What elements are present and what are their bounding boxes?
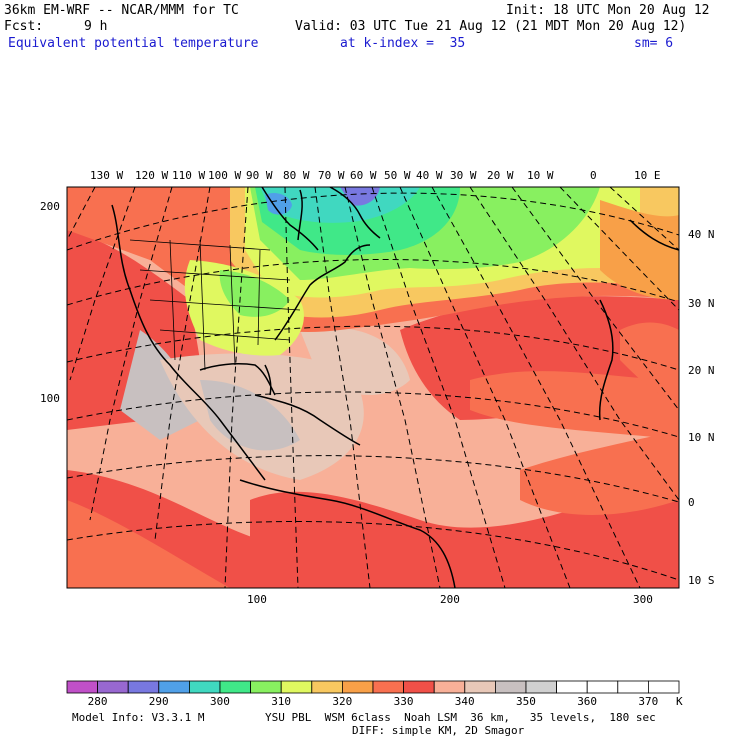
diffusion-info: DIFF: simple KM, 2D Smagor (352, 724, 525, 737)
longitude-label: 80 W (283, 169, 310, 182)
longitude-label: 10 E (634, 169, 661, 182)
x-grid-label-200: 200 (440, 593, 460, 606)
colorbar-swatch (403, 680, 435, 694)
longitude-label: 90 W (246, 169, 273, 182)
forecast-hour: 9 h (84, 19, 108, 34)
model-info: Model Info: V3.3.1 M (72, 711, 205, 724)
colorbar-label: 290 (148, 695, 169, 708)
field-name: Equivalent potential temperature (8, 36, 259, 51)
longitude-label: 70 W (318, 169, 345, 182)
physics-info: YSU PBL WSM 6class Noah LSM 36 km, 35 le… (265, 711, 656, 724)
state-borders (129, 239, 301, 371)
colorbar-label: 320 (332, 695, 353, 708)
longitude-label: 130 W (90, 169, 124, 182)
colorbar (66, 680, 680, 694)
colorbar-swatch (250, 680, 282, 694)
init-time: Init: 18 UTC Mon 20 Aug 12 (506, 3, 710, 18)
colorbar-label: 370 (638, 695, 659, 708)
model-title: 36km EM-WRF -- NCAR/MMM for TC (4, 3, 239, 18)
colorbar-swatch (158, 680, 190, 694)
colorbar-swatch (433, 680, 466, 694)
colorbar-label: 310 (271, 695, 292, 708)
longitude-label: 120 W (135, 169, 169, 182)
colorbar-swatch (97, 680, 129, 694)
longitude-label: 100 W (208, 169, 242, 182)
colorbar-swatch (494, 680, 527, 694)
colorbar-swatch (648, 680, 680, 694)
coastlines (111, 187, 679, 588)
colorbar-swatch (341, 680, 374, 694)
longitude-label: 30 W (450, 169, 477, 182)
x-grid-label-300: 300 (633, 593, 653, 606)
colorbar-label: 280 (87, 695, 108, 708)
longitude-label: 110 W (172, 169, 206, 182)
latitude-label: 40 N (688, 228, 715, 241)
latitude-label: 30 N (688, 297, 715, 310)
colorbar-swatch (556, 680, 588, 694)
colorbar-swatch (66, 680, 99, 694)
longitude-label: 10 W (527, 169, 554, 182)
colorbar-swatch (464, 680, 496, 694)
map-frame (66, 186, 680, 589)
colorbar-swatch (219, 680, 252, 694)
latitude-label: 0 (688, 496, 695, 509)
latitude-label: 10 N (688, 431, 715, 444)
map-field (67, 187, 679, 588)
colorbar-swatch (280, 680, 313, 694)
colorbar-label: 350 (516, 695, 536, 708)
smoothing: sm= 6 (634, 36, 674, 51)
colorbar-label: 300 (210, 695, 230, 708)
longitude-label: 40 W (416, 169, 443, 182)
colorbar-swatch (311, 680, 343, 694)
longitude-label: 20 W (487, 169, 514, 182)
graticule (67, 187, 679, 588)
x-grid-label-100: 100 (247, 593, 267, 606)
valid-time: Valid: 03 UTC Tue 21 Aug 12 (21 MDT Mon … (295, 19, 687, 34)
colorbar-swatch (188, 680, 221, 694)
y-grid-label-200: 200 (40, 200, 60, 213)
colorbar-label: 360 (577, 695, 598, 708)
colorbar-swatch (525, 680, 558, 694)
forecast-label: Fcst: (4, 19, 44, 34)
colorbar-swatch (127, 680, 160, 694)
y-grid-label-100: 100 (40, 392, 60, 405)
colorbar-swatch (372, 680, 405, 694)
longitude-label: 0 (590, 169, 597, 182)
colorbar-unit: K (676, 695, 683, 708)
latitude-label: 10 S (688, 574, 715, 587)
longitude-label: 50 W (384, 169, 411, 182)
latitude-label: 20 N (688, 364, 715, 377)
colorbar-label: 340 (454, 695, 475, 708)
colorbar-label: 330 (393, 695, 414, 708)
longitude-label: 60 W (350, 169, 377, 182)
colorbar-swatch (586, 680, 619, 694)
colorbar-swatch (617, 680, 649, 694)
level-index: at k-index = 35 (340, 36, 466, 51)
